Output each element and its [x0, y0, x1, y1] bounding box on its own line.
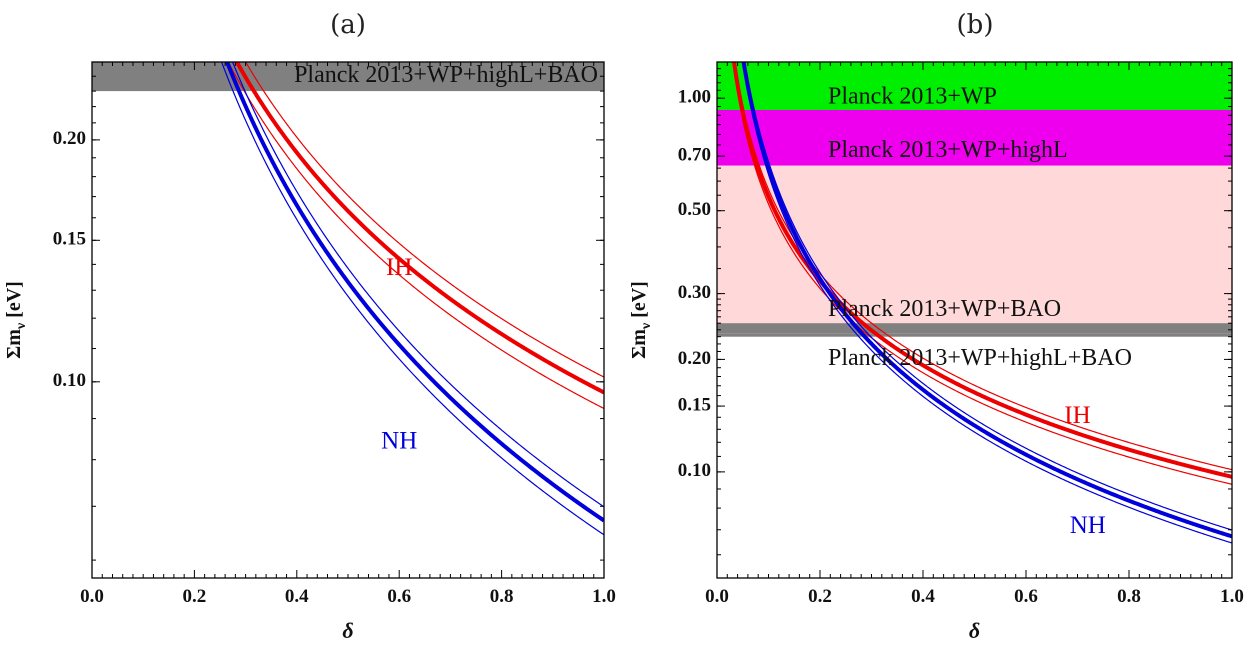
x-tick-label: 0.2 [808, 586, 832, 607]
series-nh-lower [741, 62, 1232, 544]
x-axis: 0.0 0.2 0.4 0.6 0.8 1.0 [705, 62, 1244, 607]
y-tick-label: 0.10 [678, 460, 711, 481]
x-tick-label: 1.0 [1220, 586, 1244, 607]
curve-group [220, 62, 604, 536]
y-axis-label: Σmν [eV] [3, 281, 29, 359]
x-axis-label: δ [342, 618, 353, 643]
y-tick-label: 1.00 [678, 87, 711, 108]
series-nh-central [224, 62, 604, 523]
x-axis: 0.0 0.2 0.4 0.6 0.8 1.0 [80, 62, 616, 607]
x-tick-label: 0.4 [285, 586, 309, 607]
x-tick-label: 0.0 [705, 586, 729, 607]
band-4 [717, 333, 1232, 337]
series-ih-lower [227, 62, 604, 410]
band-label: Planck 2013+WP+BAO [828, 296, 1061, 322]
y-axis: 0.10 0.15 0.20 0.30 0.50 0.70 1.00 [678, 68, 1232, 556]
band-label: Planck 2013+WP+highL+BAO [294, 62, 598, 88]
x-tick-label: 0.0 [80, 586, 104, 607]
curve-label-ih: IH [386, 254, 412, 281]
series-nh-lower [220, 62, 604, 536]
band-1 [717, 109, 1232, 166]
y-tick-label: 0.15 [678, 394, 711, 415]
band-label: Planck 2013+WP+highL [828, 137, 1068, 163]
band-label: Planck 2013+WP+highL+BAO [828, 345, 1132, 371]
series-ih-central [234, 62, 604, 395]
x-axis-label: δ [969, 618, 980, 643]
series-ih-lower [732, 62, 1232, 485]
y-tick-label: 0.15 [53, 229, 86, 250]
band-0 [92, 62, 604, 92]
x-tick-label: 1.0 [592, 586, 616, 607]
panel-label: (b) [957, 10, 994, 40]
series-nh-upper [231, 62, 604, 508]
y-tick-label: 0.30 [678, 282, 711, 303]
series-ih-central [732, 62, 1232, 479]
series-nh-upper [744, 62, 1232, 531]
plot-frame [91, 61, 605, 579]
curve-label-nh: NH [1070, 512, 1106, 539]
band-label: Planck 2013+WP [828, 84, 997, 110]
panel-label: (a) [330, 10, 366, 40]
band-3 [717, 323, 1232, 334]
x-tick-label: 0.6 [1014, 586, 1038, 607]
series-ih-upper [244, 62, 604, 378]
y-axis-label: Σmν [eV] [628, 281, 654, 359]
x-tick-label: 0.8 [1117, 586, 1141, 607]
curve-label-ih: IH [1064, 402, 1090, 429]
x-tick-label: 0.8 [490, 586, 514, 607]
x-tick-label: 0.4 [911, 586, 935, 607]
chart-panel-a: (a) 0.0 0.2 0.4 0.6 0.8 1.0 0.10 0.15 0.20 δ Σmν [e… [3, 10, 616, 643]
x-tick-label: 0.2 [183, 586, 207, 607]
y-tick-label: 0.10 [53, 370, 86, 391]
x-tick-label: 0.6 [387, 586, 411, 607]
band-0 [717, 62, 1232, 110]
y-tick-label: 0.50 [678, 199, 711, 220]
curve-group [732, 62, 1232, 544]
chart-panel-b: (b) 0.0 0.2 0.4 0.6 0.8 1.0 0.10 0.15 0.20 0.30 0.5… [628, 10, 1244, 643]
y-tick-label: 0.20 [53, 128, 86, 149]
y-tick-label: 0.20 [678, 348, 711, 369]
y-tick-label: 0.70 [678, 144, 711, 165]
series-nh-central [741, 62, 1232, 539]
band-group [92, 62, 604, 92]
curve-label-nh: NH [381, 427, 417, 454]
y-axis: 0.10 0.15 0.20 [53, 61, 604, 561]
